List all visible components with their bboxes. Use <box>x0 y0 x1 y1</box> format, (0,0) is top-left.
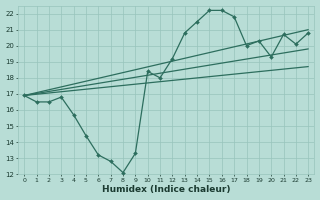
X-axis label: Humidex (Indice chaleur): Humidex (Indice chaleur) <box>102 185 230 194</box>
